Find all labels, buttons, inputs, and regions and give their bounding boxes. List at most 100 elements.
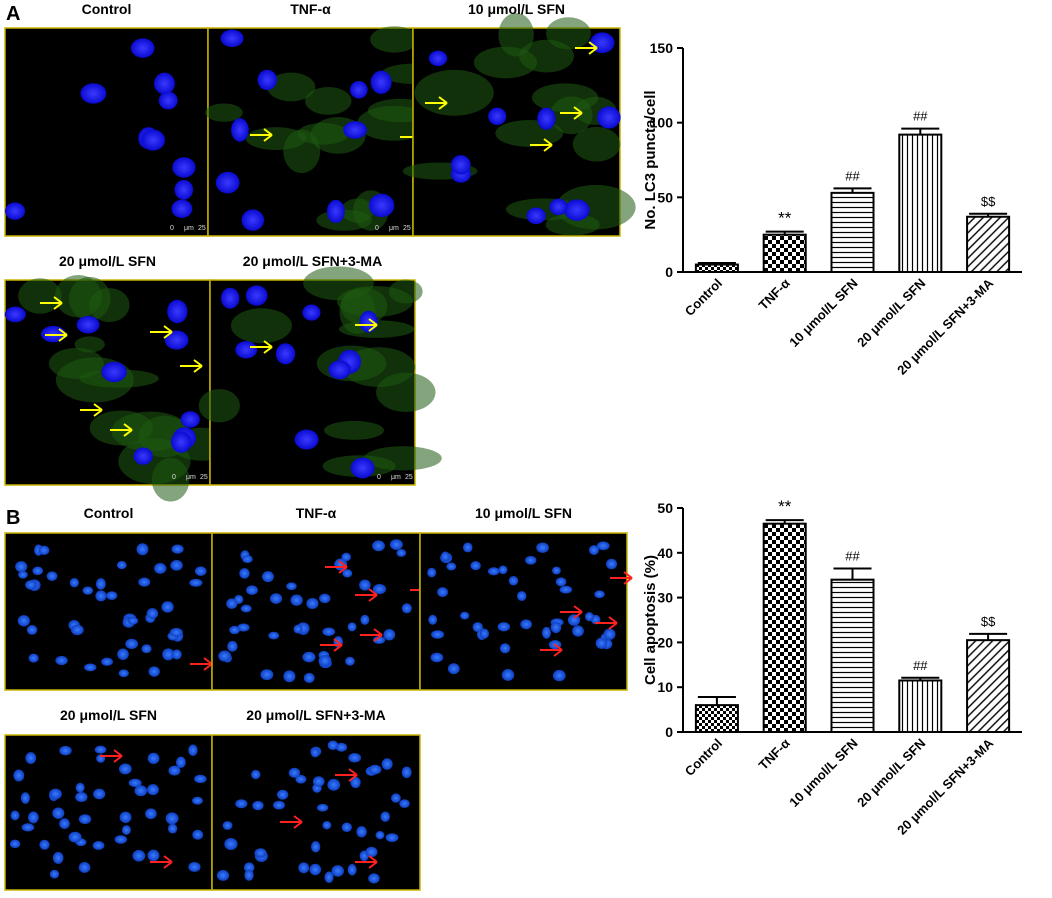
nucleus xyxy=(71,624,84,636)
nucleus xyxy=(216,870,230,881)
error-bar xyxy=(697,262,736,265)
arrow-head xyxy=(113,749,123,763)
scale-label: μm xyxy=(184,225,194,232)
nucleus xyxy=(20,792,30,804)
nucleus xyxy=(327,740,339,751)
nucleus xyxy=(385,833,399,842)
nucleus xyxy=(298,862,310,874)
nucleus xyxy=(167,299,188,324)
nucleus xyxy=(341,822,352,833)
nucleus xyxy=(479,628,489,639)
nucleus xyxy=(243,862,255,873)
x-tick-label: 10 μmol/L SFN xyxy=(786,736,860,810)
nucleus xyxy=(106,591,118,600)
scale-label: μm xyxy=(186,474,196,481)
nucleus xyxy=(520,619,532,630)
significance-label: ## xyxy=(913,109,928,124)
micrograph xyxy=(402,13,636,237)
nucleus xyxy=(141,644,152,654)
nucleus xyxy=(95,578,106,590)
cytoplasm xyxy=(531,83,599,113)
nucleus xyxy=(132,850,146,862)
nucleus xyxy=(572,625,584,637)
nucleus xyxy=(154,563,167,574)
cytoplasm xyxy=(473,46,538,79)
nucleus xyxy=(252,800,264,811)
cytoplasm xyxy=(205,103,243,122)
nucleus xyxy=(312,776,325,787)
nucleus xyxy=(273,800,285,810)
image-title: 20 μmol/L SFN xyxy=(59,253,156,269)
nucleus xyxy=(342,569,353,578)
nucleus xyxy=(101,657,113,666)
y-tick-label: 0 xyxy=(665,264,673,280)
nucleus xyxy=(141,129,165,151)
arrow-head xyxy=(333,638,343,652)
image-title: 10 μmol/L SFN xyxy=(475,505,572,521)
arrow-head xyxy=(123,423,133,437)
bar xyxy=(762,522,807,733)
nucleus xyxy=(188,861,201,872)
arrow-head xyxy=(338,560,348,574)
nucleus xyxy=(286,582,297,591)
nucleus xyxy=(18,570,28,579)
arrow-head xyxy=(93,403,103,417)
nucleus xyxy=(302,651,316,663)
nucleus xyxy=(368,873,380,884)
x-tick-label: 20 μmol/L SFN xyxy=(854,736,928,810)
nucleus xyxy=(261,571,274,583)
cytoplasm xyxy=(388,279,423,304)
x-tick-label: TNF-α xyxy=(756,736,793,773)
nucleus xyxy=(147,752,160,764)
nucleus xyxy=(293,624,303,634)
nucleus xyxy=(242,555,253,563)
nucleus xyxy=(275,343,296,365)
bar xyxy=(898,679,943,733)
bar xyxy=(694,263,739,273)
nucleus xyxy=(189,578,203,587)
error-bar xyxy=(901,676,940,681)
nucleus xyxy=(118,669,129,678)
arrow-head xyxy=(543,138,553,152)
micrograph xyxy=(211,532,433,691)
nucleus xyxy=(331,865,344,877)
nucleus xyxy=(175,756,186,768)
nucleus xyxy=(542,626,551,639)
cytoplasm xyxy=(414,69,494,116)
nucleus xyxy=(328,360,351,380)
nucleus xyxy=(427,567,437,578)
nucleus xyxy=(430,652,444,663)
significance-label: $$ xyxy=(981,194,996,209)
cytoplasm xyxy=(111,411,190,452)
nucleus xyxy=(596,541,610,551)
nucleus xyxy=(136,543,149,556)
image-title: 20 μmol/L SFN+3-MA xyxy=(246,707,385,723)
nucleus xyxy=(162,648,175,661)
y-axis-title: Cell apoptosis (%) xyxy=(642,555,659,685)
cytoplasm xyxy=(342,347,416,387)
nucleus xyxy=(49,869,60,879)
nucleus xyxy=(147,849,160,862)
nucleus xyxy=(460,611,470,620)
nucleus xyxy=(391,793,401,803)
nucleus xyxy=(119,811,132,823)
nucleus xyxy=(25,752,37,764)
nucleus xyxy=(257,69,277,91)
nucleus xyxy=(268,631,280,640)
arrow-head xyxy=(588,41,598,55)
nucleus xyxy=(310,747,320,758)
nucleus xyxy=(472,622,483,633)
nucleus xyxy=(171,544,184,554)
nucleus xyxy=(94,745,107,754)
nucleus xyxy=(348,753,362,763)
nucleus xyxy=(161,601,174,613)
nucleus xyxy=(345,656,355,666)
bar xyxy=(898,133,943,273)
error-bar xyxy=(901,127,940,135)
nucleus xyxy=(368,764,382,775)
arrow-head xyxy=(193,359,203,373)
nucleus xyxy=(359,310,378,333)
nucleus xyxy=(171,199,193,218)
cytoplasm xyxy=(283,129,321,174)
nucleus xyxy=(169,627,183,637)
